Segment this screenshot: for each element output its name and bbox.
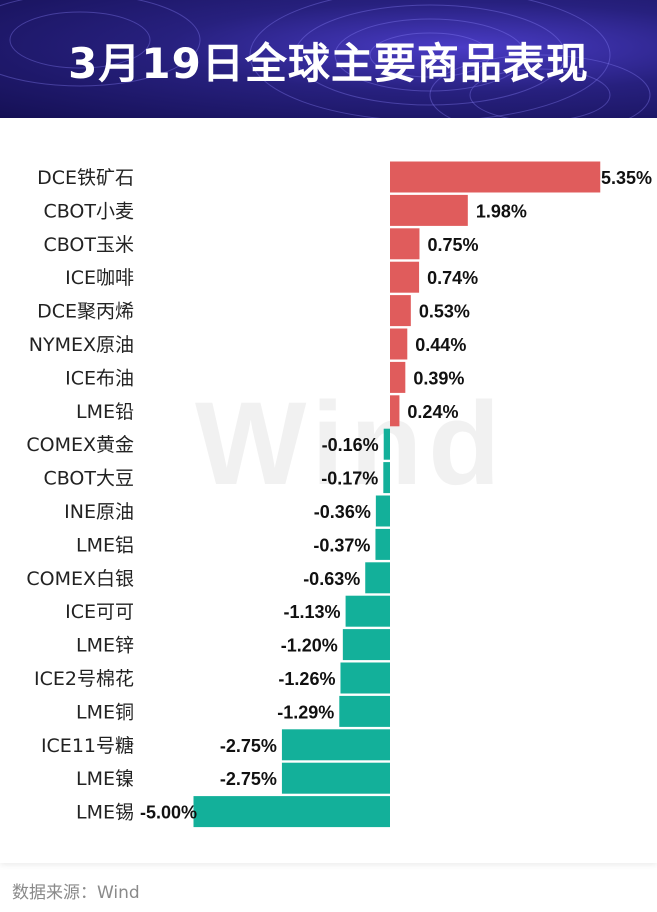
category-label: ICE可可 — [65, 601, 134, 623]
value-label: -0.63% — [303, 569, 360, 589]
value-label: 0.74% — [427, 268, 478, 288]
category-label: COMEX黄金 — [26, 434, 134, 456]
value-label: 0.53% — [419, 302, 470, 322]
header-banner: 3月19日全球主要商品表现 — [0, 0, 657, 118]
bar-5 — [390, 295, 411, 327]
value-label: -1.29% — [277, 702, 334, 722]
value-label: 1.98% — [476, 201, 527, 221]
bar-20 — [193, 796, 390, 828]
category-label: ICE布油 — [65, 367, 134, 389]
value-label: -1.26% — [278, 669, 335, 689]
bar-chart: DCE铁矿石 5.35% CBOT小麦 1.98% CBOT玉米 0.75% ICE咖啡 0.… — [26, 161, 652, 828]
bar-12 — [375, 528, 390, 560]
value-label: 5.35% — [601, 168, 652, 188]
bar-18 — [281, 729, 390, 761]
bar-7 — [390, 361, 406, 393]
category-label: LME镍 — [76, 768, 134, 790]
bar-1 — [390, 161, 601, 193]
bar-10 — [383, 462, 390, 494]
category-label: INE原油 — [64, 501, 134, 523]
value-label: -0.16% — [322, 435, 379, 455]
category-label: DCE聚丙烯 — [37, 301, 134, 323]
bar-3 — [390, 228, 420, 260]
category-label: DCE铁矿石 — [37, 167, 134, 189]
category-label: COMEX白银 — [26, 568, 134, 590]
chart-panel: Wind DCE铁矿石 5.35% CBOT小麦 1.98% CBOT玉米 0.75% IC… — [0, 118, 657, 863]
value-label: -1.20% — [281, 636, 338, 656]
category-label: NYMEX原油 — [29, 334, 134, 356]
value-label: -2.75% — [220, 769, 277, 789]
category-label: ICE11号糖 — [41, 735, 134, 757]
value-label: 0.44% — [415, 335, 466, 355]
bar-2 — [390, 194, 468, 226]
category-label: CBOT玉米 — [43, 234, 134, 256]
bar-9 — [383, 428, 390, 460]
category-label: LME锡 — [76, 802, 134, 824]
banner-contour-decoration — [0, 0, 651, 118]
category-label: CBOT小麦 — [43, 200, 134, 222]
category-label: ICE咖啡 — [65, 267, 134, 289]
bar-13 — [365, 562, 390, 594]
bar-11 — [375, 495, 390, 527]
value-label: -1.13% — [284, 602, 341, 622]
category-label: LME锌 — [76, 635, 134, 657]
bar-15 — [342, 629, 390, 661]
page-title: 3月19日全球主要商品表现 — [68, 39, 589, 88]
value-label: -0.36% — [314, 502, 371, 522]
bar-19 — [281, 762, 390, 794]
value-label: -2.75% — [220, 736, 277, 756]
bar-14 — [345, 595, 390, 627]
category-label: CBOT大豆 — [43, 468, 134, 490]
category-label: ICE2号棉花 — [34, 668, 134, 690]
bar-16 — [340, 662, 390, 694]
bar-8 — [390, 395, 400, 427]
value-label: -5.00% — [140, 803, 197, 823]
category-label: LME铜 — [76, 701, 134, 723]
value-label: 0.24% — [407, 402, 458, 422]
value-label: 0.39% — [413, 368, 464, 388]
source-note: 数据来源：Wind — [12, 883, 140, 903]
bar-6 — [390, 328, 408, 360]
value-label: -0.17% — [321, 469, 378, 489]
bar-17 — [339, 695, 390, 727]
category-label: LME铅 — [76, 401, 134, 423]
watermark-logo: Wind — [195, 378, 507, 510]
bar-4 — [390, 261, 420, 293]
value-label: -0.37% — [313, 535, 370, 555]
value-label: 0.75% — [427, 235, 478, 255]
category-label: LME铝 — [76, 534, 134, 556]
